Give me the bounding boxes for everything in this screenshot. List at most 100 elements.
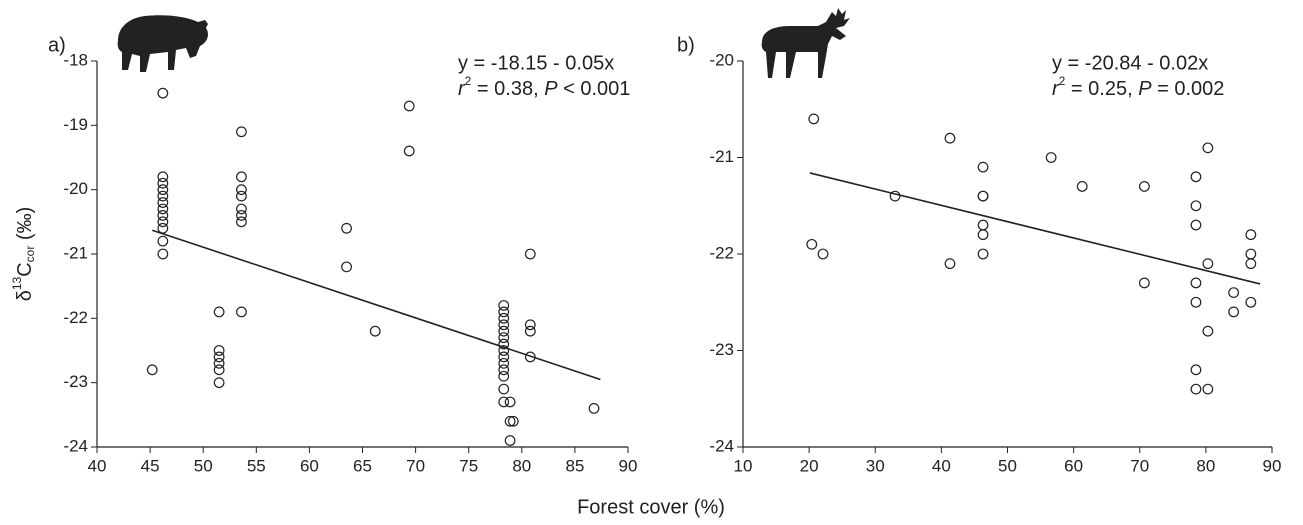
data-point <box>341 261 352 273</box>
y-label-part: 13 <box>10 276 24 290</box>
data-point <box>213 357 225 369</box>
data-point <box>806 238 818 250</box>
data-point <box>524 325 536 337</box>
x-tick-label: 45 <box>141 456 160 475</box>
data-point <box>1190 200 1202 212</box>
data-point <box>498 396 510 408</box>
y-label-part: cor <box>23 246 37 263</box>
data-point <box>236 126 247 138</box>
data-point <box>157 222 169 234</box>
x-tick-label: 65 <box>353 456 372 475</box>
x-tick-label: 60 <box>1064 456 1083 475</box>
bison-icon <box>117 15 208 72</box>
data-point <box>236 203 247 215</box>
x-tick-label: 80 <box>512 456 531 475</box>
y-axis-label: δ13Ccor (‰) <box>10 207 37 302</box>
data-point <box>1190 219 1202 231</box>
equation: y = -20.84 - 0.02x <box>1052 52 1208 74</box>
data-point <box>498 338 510 350</box>
x-tick-label: 20 <box>800 456 819 475</box>
data-point <box>977 229 989 241</box>
data-point <box>1190 383 1202 395</box>
data-point <box>1228 287 1240 299</box>
data-point <box>236 171 247 183</box>
y-tick-label: -19 <box>63 115 88 134</box>
x-tick-label: 70 <box>1130 456 1149 475</box>
data-point <box>1202 325 1214 337</box>
x-tick-label: 60 <box>300 456 319 475</box>
stats-part: r <box>458 78 466 100</box>
data-point <box>1245 258 1257 270</box>
data-point <box>498 351 510 363</box>
stats-part: < 0.001 <box>558 78 631 100</box>
y-tick-label: -18 <box>63 50 88 69</box>
regression-line <box>809 172 1261 285</box>
data-point <box>1245 248 1257 260</box>
stats-part: = 0.25, <box>1065 78 1138 100</box>
data-point <box>524 248 536 260</box>
data-point <box>1202 383 1214 395</box>
data-point <box>498 319 510 331</box>
stats-part: P <box>1138 78 1152 100</box>
data-point <box>157 197 169 208</box>
data-point <box>977 219 989 231</box>
stats-part: = 0.002 <box>1152 78 1225 100</box>
y-label-part: (‰) <box>14 207 36 246</box>
statistics: r2 = 0.25, P = 0.002 <box>1052 74 1224 100</box>
panel-label: b) <box>677 34 695 56</box>
stats-part: 2 <box>1059 74 1066 88</box>
data-point <box>504 435 516 446</box>
stats-part: r <box>1052 78 1060 100</box>
data-point <box>588 403 600 414</box>
y-tick-label: -24 <box>63 436 88 455</box>
data-point <box>498 300 510 311</box>
y-tick-label: -20 <box>63 179 88 198</box>
x-tick-label: 90 <box>619 456 638 475</box>
data-point <box>498 364 510 376</box>
data-point <box>1245 296 1257 308</box>
data-point <box>504 415 516 427</box>
data-point <box>403 145 415 157</box>
data-point <box>817 248 829 260</box>
equation: y = -18.15 - 0.05x <box>458 52 614 74</box>
data-point <box>498 370 510 382</box>
panel-label: a) <box>48 34 66 56</box>
moose-icon <box>761 8 850 78</box>
x-tick-label: 80 <box>1196 456 1215 475</box>
x-tick-label: 30 <box>866 456 885 475</box>
y-tick-label: -20 <box>709 50 734 69</box>
data-point <box>157 171 169 183</box>
data-point <box>213 351 225 363</box>
y-label-part: C <box>14 262 36 276</box>
data-point <box>157 190 169 202</box>
data-point <box>1190 277 1202 289</box>
data-point <box>213 377 225 389</box>
x-tick-label: 50 <box>998 456 1017 475</box>
data-point <box>498 357 510 369</box>
x-tick-label: 70 <box>406 456 425 475</box>
stats-part: P <box>544 78 558 100</box>
data-point <box>1076 181 1088 192</box>
data-point <box>1138 277 1150 289</box>
stats-part: = 0.38, <box>471 78 544 100</box>
data-point <box>1190 171 1202 183</box>
data-point <box>977 190 989 202</box>
y-tick-label: -21 <box>63 243 88 262</box>
data-point <box>403 100 415 112</box>
data-point <box>1202 258 1214 270</box>
data-point <box>1190 296 1202 308</box>
data-point <box>1045 152 1057 163</box>
data-point <box>157 177 169 189</box>
data-point <box>236 209 247 221</box>
data-point <box>213 306 225 318</box>
x-tick-label: 40 <box>932 456 951 475</box>
data-point <box>504 396 516 408</box>
y-tick-label: -23 <box>709 340 734 359</box>
x-tick-label: 40 <box>88 456 107 475</box>
data-point <box>236 306 247 318</box>
stats-part: 2 <box>465 74 472 88</box>
x-tick-label: 75 <box>459 456 478 475</box>
data-point <box>1202 142 1214 154</box>
data-point <box>341 222 352 234</box>
